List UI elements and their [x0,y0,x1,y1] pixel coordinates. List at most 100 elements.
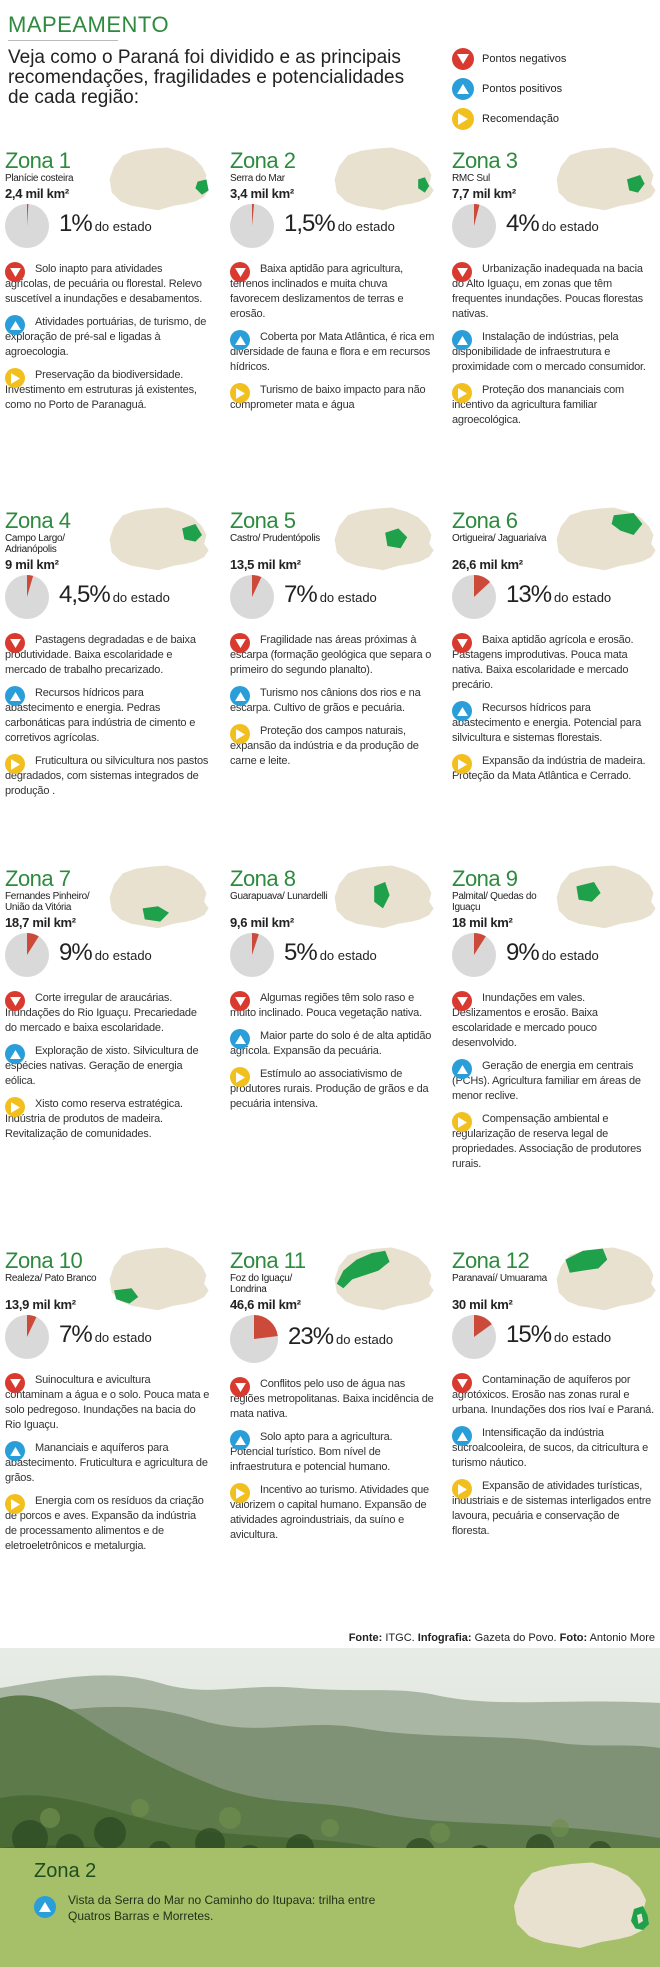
zone-pie [452,1315,496,1359]
zone-pie [452,933,496,977]
zone-area: 9,6 mil km² [230,915,294,930]
positive-text: Atividades portuárias, de turismo, de ex… [5,316,207,358]
zone-pct-value: 4,5% [59,581,111,608]
legend-positive-label: Pontos positivos [482,83,563,95]
zone-recommendation: Incentivo ao turismo. Atividades que val… [230,1483,435,1543]
triangle-down-icon [452,633,472,653]
triangle-down-icon [5,1373,25,1393]
zone-place: Palmital/ Quedas do Iguaçu [452,891,537,913]
zone-positive: Solo apto para a agricultura. Potencial … [230,1430,435,1475]
zone-name: Zona 4 [5,508,71,533]
zone-area: 18 mil km² [452,915,513,930]
state-outline [109,507,209,571]
zone-negative: Urbanização inadequada na bacia do Alto … [452,262,657,322]
recommendation-text: Energia com os resíduos da criação de po… [5,1495,204,1552]
zone-place: Castro/ Prudentópolis [230,533,320,544]
triangle-right-icon [452,383,472,403]
negative-text: Conflitos pelo uso de água nas regiões m… [230,1378,434,1420]
zone-recommendation: Proteção dos campos naturais, expansão d… [230,724,435,769]
zone-area: 18,7 mil km² [5,915,76,930]
triangle-up-icon [452,1059,472,1079]
title-divider [8,40,118,41]
zone-name: Zona 3 [452,148,518,173]
zone-positive: Intensificação da indústria sucroalcoole… [452,1426,657,1471]
triangle-right-icon [452,1479,472,1499]
zone-recommendation: Preservação da biodiversidade. Investime… [5,368,210,413]
zone-pct-suffix: do estado [541,948,599,963]
triangle-down-icon [5,633,25,653]
source-value: ITGC. [385,1632,415,1644]
zone-map [556,1247,656,1311]
zone-place: Realeza/ Pato Branco [5,1273,97,1284]
zone-pie [230,204,274,248]
intro-text: Veja como o Paraná foi dividido e as pri… [8,47,405,108]
pie-slice [474,204,480,226]
zone-pct-value: 5% [284,939,318,966]
negative-text: Fragilidade nas áreas próximas à escarpa… [230,634,432,676]
zone-map [556,147,656,211]
zone-recommendation: Compensação ambiental e regularização de… [452,1112,657,1172]
zone-map [556,865,656,929]
negative-text: Baixa aptidão para agricultura, terrenos… [230,263,404,320]
negative-text: Corte irregular de araucárias. Inundaçõe… [5,992,197,1034]
zone-name: Zona 2 [230,148,296,173]
zone-pct-suffix: do estado [319,948,377,963]
zone-pct-suffix: do estado [94,948,152,963]
zone-pct-value: 1% [59,210,93,237]
pie-slice [27,575,34,597]
zone-place: Paranavaí/ Umuarama [452,1273,547,1284]
pie-slice [27,204,29,226]
zone-pct-suffix: do estado [554,590,612,605]
zone-positive: Atividades portuárias, de turismo, de ex… [5,315,210,360]
zone-pct-value: 15% [506,1321,552,1348]
zone-map [109,1247,209,1311]
triangle-right-icon [5,1494,25,1514]
zone-pie [5,575,49,619]
zone-map [334,147,434,211]
recommendation-text: Proteção dos mananciais com incentivo da… [452,384,624,426]
legend-positive: Pontos positivos [452,74,652,104]
zone-pct-value: 4% [506,210,540,237]
zone-percentage: 13% do estado [506,581,611,609]
zone-place: Foz do Iguaçu/ Londrina [230,1273,292,1295]
triangle-right-icon [452,1112,472,1132]
zone-negative: Algumas regiões têm solo raso e muito in… [230,991,435,1021]
zone-name: Zona 7 [5,866,71,891]
zone-area: 9 mil km² [5,557,59,572]
triangle-up-icon [34,1896,56,1918]
zone-negative: Solo inapto para atividades agrícolas, d… [5,262,210,307]
pie-slice [252,204,255,226]
positive-text: Instalação de indústrias, pela disponibi… [452,331,646,373]
zone-map [109,507,209,571]
zone-pct-value: 9% [59,939,93,966]
zone-negative: Corte irregular de araucárias. Inundaçõe… [5,991,210,1036]
zone-area: 3,4 mil km² [230,186,294,201]
zone-positive: Exploração de xisto. Silvicultura de esp… [5,1044,210,1089]
recommendation-text: Estímulo ao associativismo de produtores… [230,1068,429,1110]
triangle-down-icon [452,262,472,282]
triangle-right-icon [230,1067,250,1087]
triangle-down-icon [452,1373,472,1393]
zone-pct-suffix: do estado [541,219,599,234]
zone-highlight [576,882,601,902]
triangle-right-icon [5,368,25,388]
zone-negative: Suinocultura e avicultura contaminam a á… [5,1373,210,1433]
triangle-down-icon [5,991,25,1011]
zone-pie [230,933,274,977]
zone-negative: Baixa aptidão agrícola e erosão. Pastage… [452,633,657,693]
zone-name: Zona 12 [452,1248,530,1273]
caption-text: Vista da Serra do Mar no Caminho do Itup… [68,1893,376,1923]
zone-map [334,507,434,571]
triangle-down-icon [452,48,474,70]
zone-name: Zona 10 [5,1248,83,1273]
pie-slice [474,1315,492,1337]
zone-place: Guarapuava/ Lunardelli [230,891,328,902]
pie-slice [254,1315,278,1339]
infographic-label: Infografia: [417,1632,472,1644]
negative-text: Solo inapto para atividades agrícolas, d… [5,263,203,305]
zone-pct-suffix: do estado [336,1332,394,1347]
pie-slice [252,933,259,955]
zone-highlight [611,513,643,535]
zone-pct-value: 7% [59,1321,93,1348]
zone-recommendation: Estímulo ao associativismo de produtores… [230,1067,435,1112]
